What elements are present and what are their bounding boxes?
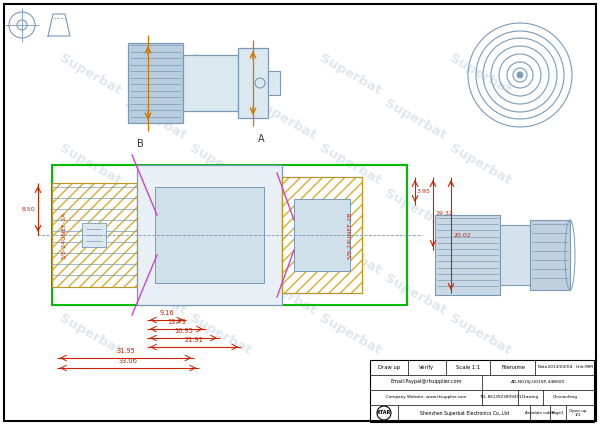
Text: Superbat: Superbat — [187, 52, 253, 98]
Bar — [137, 165, 282, 305]
Bar — [52, 165, 407, 305]
Text: Superbat: Superbat — [57, 52, 123, 98]
Bar — [530, 220, 570, 290]
Text: 3.95: 3.95 — [417, 189, 431, 193]
Text: Company Website: www.rfsupplier.com: Company Website: www.rfsupplier.com — [386, 395, 466, 399]
Text: Superbat: Superbat — [447, 312, 513, 358]
Bar — [128, 43, 183, 123]
Text: Superbat: Superbat — [317, 312, 383, 358]
Text: Superbat: Superbat — [252, 97, 318, 143]
Text: Drawing: Drawing — [521, 395, 539, 399]
Text: Unit:MM: Unit:MM — [576, 366, 594, 369]
Text: Superbat: Superbat — [122, 272, 188, 318]
Text: Superbat: Superbat — [252, 272, 318, 318]
Bar — [82, 223, 106, 247]
Bar — [183, 55, 238, 111]
Text: Draw up: Draw up — [378, 365, 400, 370]
Text: 5/8-24UNEF-2A: 5/8-24UNEF-2A — [62, 211, 67, 259]
Bar — [268, 71, 280, 95]
Text: Superbat: Superbat — [187, 232, 253, 278]
Text: 5/8-24UNEF-2B: 5/8-24UNEF-2B — [347, 211, 353, 259]
Bar — [294, 199, 350, 271]
Text: AD-N01SJ-U01SP-44BS00: AD-N01SJ-U01SP-44BS00 — [511, 380, 565, 384]
Text: Qinxianfeng: Qinxianfeng — [553, 395, 577, 399]
Text: XTAR: XTAR — [377, 411, 391, 416]
Text: Superbat: Superbat — [447, 232, 513, 278]
Bar — [52, 183, 137, 287]
Circle shape — [518, 73, 522, 77]
Text: Shenzhen Superbat Electronics Co.,Ltd: Shenzhen Superbat Electronics Co.,Ltd — [419, 411, 509, 416]
Text: Superbat: Superbat — [382, 187, 448, 233]
Bar — [155, 187, 264, 283]
Bar — [435, 215, 500, 295]
Text: Page1: Page1 — [552, 411, 564, 415]
Text: Open up
1/1: Open up 1/1 — [569, 409, 587, 417]
Text: Superbat: Superbat — [57, 142, 123, 188]
Text: A: A — [257, 134, 265, 144]
Bar — [370, 360, 594, 422]
Text: Superbat: Superbat — [252, 187, 318, 233]
Bar — [500, 225, 530, 285]
Bar — [282, 177, 362, 293]
Text: Superbat: Superbat — [317, 232, 383, 278]
Text: 16.95: 16.95 — [174, 328, 193, 334]
Text: Superbat: Superbat — [122, 187, 188, 233]
Text: Email:Paypal@rfsupplier.com: Email:Paypal@rfsupplier.com — [390, 380, 462, 385]
Bar — [282, 177, 362, 293]
Text: B: B — [137, 139, 143, 149]
Text: 33.06: 33.06 — [119, 358, 137, 364]
Text: Superbat: Superbat — [57, 312, 123, 358]
Text: Superbat: Superbat — [187, 142, 253, 188]
Text: Superbat: Superbat — [317, 142, 383, 188]
Text: Superbat: Superbat — [382, 97, 448, 143]
Text: Superbat: Superbat — [447, 142, 513, 188]
Text: 21.91: 21.91 — [185, 337, 203, 343]
Bar — [52, 183, 137, 287]
Text: Anodule cable: Anodule cable — [526, 411, 554, 415]
Text: 9.16: 9.16 — [160, 310, 174, 316]
Text: 19.32: 19.32 — [435, 210, 453, 215]
Text: Superbat: Superbat — [447, 52, 513, 98]
Text: TEL 8613923809471: TEL 8613923809471 — [479, 395, 521, 399]
Text: Superbat: Superbat — [382, 272, 448, 318]
Text: 20.02: 20.02 — [453, 232, 471, 238]
Text: Filename: Filename — [501, 365, 525, 370]
Bar — [238, 48, 268, 118]
Text: 13.73: 13.73 — [167, 319, 186, 325]
Text: 8.50: 8.50 — [22, 207, 35, 212]
Text: Superbat: Superbat — [122, 97, 188, 143]
Text: Superbat: Superbat — [57, 232, 123, 278]
Text: Verify: Verify — [419, 365, 434, 370]
Text: 31.95: 31.95 — [116, 348, 135, 354]
Text: Superbat: Superbat — [187, 312, 253, 358]
Text: Date2013/03/04: Date2013/03/04 — [538, 366, 572, 369]
Text: Scale 1:1: Scale 1:1 — [456, 365, 480, 370]
Text: Superbat: Superbat — [317, 52, 383, 98]
